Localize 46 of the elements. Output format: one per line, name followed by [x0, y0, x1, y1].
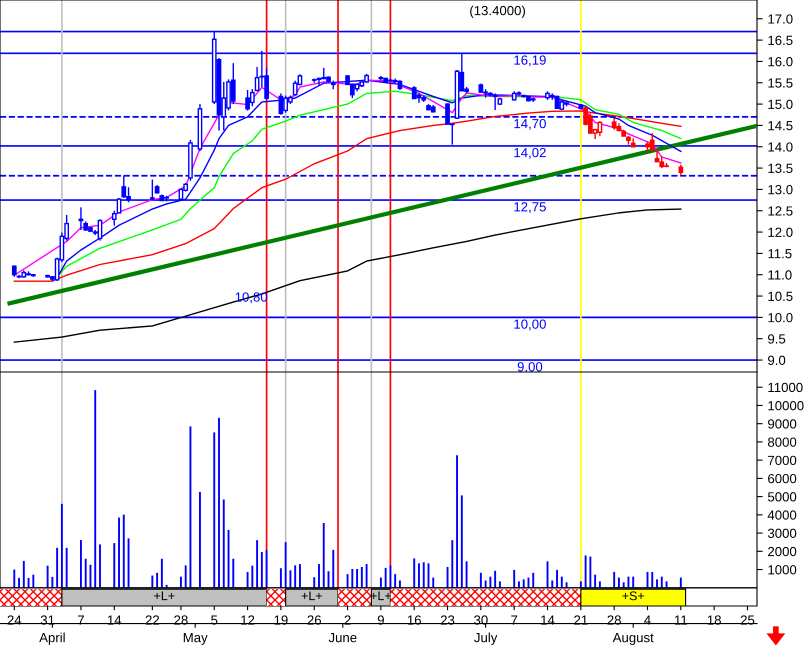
y-tick-label: 9000: [768, 419, 796, 429]
y-tick-label: 11000: [768, 382, 803, 392]
y-tick-label: 12.5: [768, 206, 793, 216]
ref-line-label: 14,02: [514, 148, 546, 159]
y-tick-label: 16.0: [768, 57, 793, 66]
y-tick-label: 17.0: [768, 14, 793, 24]
y-tick-label: 1000: [768, 565, 796, 574]
y-tick-label: 10000: [768, 401, 804, 410]
band-label: +L+: [302, 592, 322, 600]
y-tick-label: 13.0: [768, 184, 793, 194]
y-tick-label: 3000: [768, 528, 796, 538]
ref-line-label: 12,75: [514, 202, 546, 214]
y-tick-label: 8000: [768, 437, 796, 447]
ref-line-label: 9,00: [518, 362, 542, 374]
band-label: +S+: [622, 591, 644, 600]
x2-tick-label: June: [328, 633, 357, 642]
y-tick-label: 6000: [768, 474, 796, 484]
x2-tick-label: August: [612, 633, 654, 645]
y-tick-label: 10.0: [768, 312, 793, 322]
x2-tick-label: May: [184, 633, 208, 645]
y-tick-label: 4000: [768, 510, 796, 520]
y-tick-label: 13.5: [768, 164, 793, 173]
y-tick-label: 5000: [768, 492, 796, 502]
x2-tick-label: July: [474, 632, 498, 645]
y-tick-label: 15.5: [768, 78, 793, 88]
y-tick-label: 10.5: [768, 292, 793, 301]
x2-tick-label: April: [39, 632, 65, 645]
y-tick-label: 7000: [768, 456, 796, 466]
y-tick-label: 16.5: [768, 36, 793, 46]
ref-line-label: 14,70: [514, 118, 546, 130]
annotation: (13.4000): [470, 6, 526, 18]
candlestick: [78, 206, 84, 231]
y-tick-label: 14.0: [768, 142, 793, 152]
ref-line-label: 16,19: [514, 55, 546, 66]
y-tick-label: 11.0: [768, 270, 792, 280]
band-label: +L+: [154, 592, 174, 600]
y-tick-label: 9.5: [768, 334, 786, 344]
y-tick-label: 14.5: [768, 121, 793, 130]
ref-line-label: 10,00: [514, 319, 546, 330]
y-tick-label: 15.0: [768, 100, 793, 110]
y-tick-label: 2000: [768, 546, 796, 556]
candlestick: [678, 164, 684, 176]
y-tick-label: 9.0: [768, 356, 786, 365]
y-tick-label: 11.5: [768, 249, 792, 258]
x-tick-label: 4: [644, 616, 651, 625]
y-tick-label: 12.0: [768, 228, 793, 237]
